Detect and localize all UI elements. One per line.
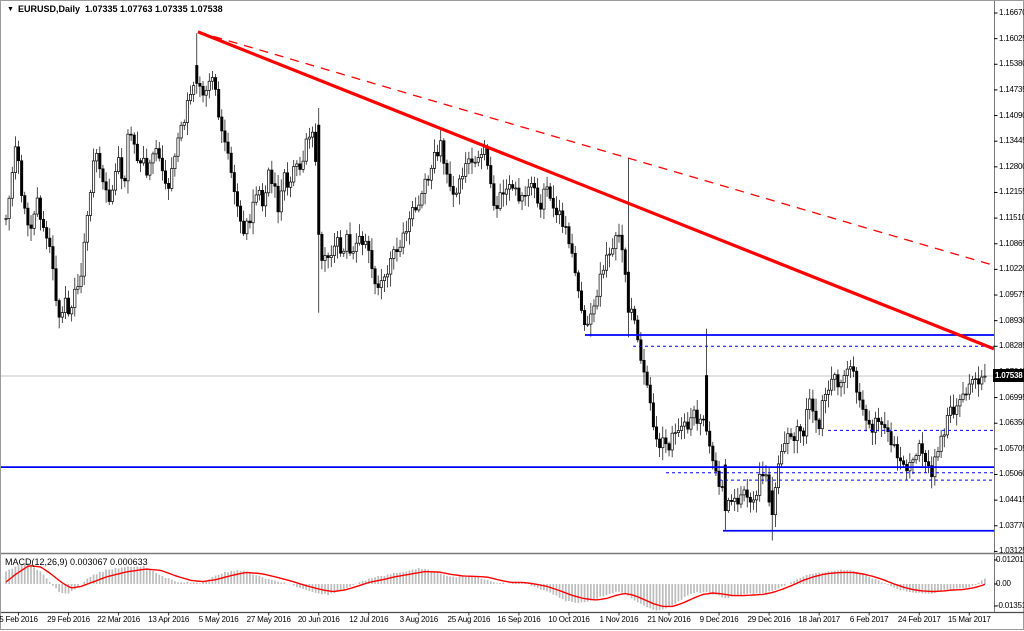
date-axis-label: 29 Dec 2016: [747, 615, 791, 624]
date-axis-label: 9 Dec 2016: [699, 615, 739, 624]
price-plot-area[interactable]: [1, 30, 994, 541]
macd-axis-label: -0.013513: [996, 601, 1024, 610]
price-axis-label: 1.08285: [999, 341, 1024, 351]
price-axis-label: 1.08930: [999, 315, 1024, 325]
price-axis-label: 1.16025: [999, 33, 1024, 43]
trendline-downtrend-main[interactable]: [197, 30, 994, 351]
price-axis-label: 1.12800: [999, 161, 1024, 171]
macd-axis-label: 0.012013: [996, 554, 1024, 564]
price-axis-label: 1.15380: [999, 59, 1024, 69]
macd-plot-area[interactable]: [5, 562, 986, 611]
price-axis-label: 1.12155: [999, 187, 1024, 197]
date-axis-label: 3 Aug 2016: [399, 615, 439, 624]
price-axis-label: 1.03770: [999, 520, 1024, 530]
date-axis-label: 29 Feb 2016: [47, 615, 90, 624]
macd-signal-line: [5, 565, 986, 608]
price-axis-label: 1.11510: [999, 213, 1024, 223]
price-axis-label: 1.06350: [999, 418, 1024, 428]
price-axis-label: 1.05060: [999, 469, 1024, 479]
date-axis-label: 18 Jan 2017: [798, 615, 841, 624]
price-axis-label: 1.16670: [999, 8, 1024, 17]
date-axis-label: 5 Feb 2016: [0, 615, 38, 624]
date-axis-label: 1 Nov 2016: [599, 615, 639, 624]
date-axis-label: 21 Nov 2016: [647, 615, 691, 624]
date-axis-label: 24 Feb 2017: [897, 615, 941, 624]
price-axis-label: 1.14090: [999, 110, 1024, 120]
price-axis-label: 1.06995: [999, 392, 1024, 402]
symbol-dropdown-arrow-icon[interactable]: ▼: [7, 6, 14, 13]
price-axis-label: 1.14735: [999, 84, 1024, 94]
date-axis-label: 25 Aug 2016: [447, 615, 491, 624]
date-axis-label: 10 Oct 2016: [548, 615, 590, 624]
trendline-downtrend-channel[interactable]: [197, 31, 994, 267]
date-axis-label: 16 Sep 2016: [497, 615, 541, 624]
date-axis-label: 27 May 2016: [246, 615, 291, 624]
date-axis-label: 12 Jul 2016: [349, 615, 389, 624]
date-axis-label: 13 Apr 2016: [148, 615, 190, 624]
date-axis-label: 6 Feb 2017: [849, 615, 889, 624]
price-axis-label: 1.03125: [999, 546, 1024, 556]
date-axis-label: 20 Jun 2016: [297, 615, 340, 624]
date-axis-label: 22 Mar 2016: [97, 615, 140, 624]
symbol-timeframe-label: EURUSD,Daily: [17, 4, 80, 14]
date-axis-label: 5 May 2016: [198, 615, 239, 624]
price-axis-label: 1.04415: [999, 495, 1024, 505]
ohlc-readout: 1.07335 1.07763 1.07335 1.07538: [84, 4, 223, 14]
price-axis-label: 1.09575: [999, 290, 1024, 300]
price-axis-label: 1.10865: [999, 238, 1024, 248]
current-price-tag: 1.07538: [993, 369, 1024, 382]
axes-chrome: [1, 1, 1024, 616]
price-axis-label: 1.10220: [999, 264, 1024, 274]
macd-indicator-label: MACD(12,26,9) 0.003067 0.000633: [5, 557, 148, 567]
price-axis-label: 1.13445: [999, 136, 1024, 146]
macd-axis-label: 0.00: [996, 579, 1011, 588]
chart-title-bar: ▼ EURUSD,Daily 1.07335 1.07763 1.07335 1.…: [7, 4, 223, 14]
price-axis-label: 1.05705: [999, 443, 1024, 453]
date-axis-label: 15 Mar 2017: [947, 615, 991, 624]
